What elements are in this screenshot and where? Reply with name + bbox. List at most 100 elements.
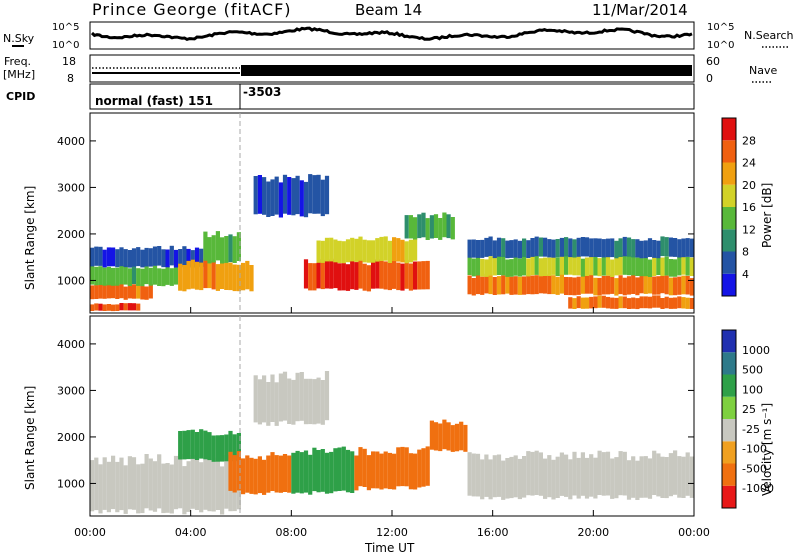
heatmap-cell [622, 255, 627, 275]
heatmap-cell [186, 430, 191, 460]
heatmap-cell [387, 240, 392, 263]
heatmap-cell [488, 459, 493, 500]
heatmap-cell [220, 260, 225, 289]
velocity-colorbar-label: Velocity [m s⁻¹] [760, 403, 774, 496]
heatmap-cell [90, 304, 95, 311]
noise-panel-frame [89, 21, 695, 50]
heatmap-cell [257, 379, 262, 425]
colorbar-tick-label: -100 [742, 443, 767, 456]
heatmap-cell [358, 236, 363, 261]
heatmap-cell [438, 218, 443, 240]
heatmap-cell [551, 275, 556, 295]
frequency-panel-frame [89, 54, 695, 83]
heatmap-cell [622, 277, 627, 296]
freq-tick-bottom: 8 [67, 72, 74, 85]
heatmap-cell [169, 268, 174, 286]
heatmap-cell [379, 259, 384, 289]
heatmap-cell [534, 255, 539, 275]
heatmap-cell [484, 237, 489, 257]
heatmap-cell [584, 237, 590, 257]
heatmap-cell [291, 379, 296, 425]
heatmap-cell [568, 277, 573, 296]
noise-left-tick-bottom: 10^0 [52, 40, 79, 51]
heatmap-cell [530, 256, 535, 276]
heatmap-cell [626, 298, 632, 309]
heatmap-cell [647, 458, 653, 499]
heatmap-cell [194, 457, 200, 510]
heatmap-cell [362, 448, 367, 487]
heatmap-cell [664, 237, 669, 257]
heatmap-cell [442, 212, 447, 238]
heatmap-cell [232, 455, 237, 493]
heatmap-cell [677, 276, 682, 295]
nave-label: Nave [749, 64, 777, 77]
heatmap-cell [337, 240, 342, 263]
heatmap-cell [509, 259, 514, 277]
colorbar-tick-label: -1000 [742, 482, 774, 495]
heatmap-cell [610, 274, 615, 294]
heatmap-cell [610, 238, 615, 258]
heatmap-cell [677, 456, 682, 498]
heatmap-cell [580, 297, 585, 309]
heatmap-cell [98, 284, 103, 299]
heatmap-cell [203, 457, 208, 510]
heatmap-cell [635, 298, 640, 310]
heatmap-cell [90, 460, 95, 512]
heatmap-cell [429, 215, 434, 239]
heatmap-cell [689, 238, 694, 258]
heatmap-cell [333, 448, 338, 492]
heatmap-cell [526, 258, 531, 277]
heatmap-cell [442, 419, 447, 450]
heatmap-cell [572, 256, 577, 276]
beam-title: Beam 14 [355, 1, 422, 19]
heatmap-cell [262, 177, 267, 215]
heatmap-cell [543, 274, 548, 294]
heatmap-cell [614, 297, 619, 309]
heatmap-cell [123, 303, 128, 311]
heatmap-cell [601, 256, 606, 276]
heatmap-cell [115, 249, 120, 268]
heatmap-cell [513, 257, 518, 276]
heatmap-cell [182, 430, 187, 460]
heatmap-cell [639, 273, 644, 294]
heatmap-cell [220, 466, 225, 515]
heatmap-cell [320, 380, 325, 425]
heatmap-cell [131, 248, 137, 267]
heatmap-cell [152, 265, 158, 285]
heatmap-cell [178, 249, 183, 268]
heatmap-cell [211, 435, 216, 462]
heatmap-cell [262, 459, 267, 495]
heatmap-cell [190, 259, 195, 289]
heatmap-cell [589, 256, 594, 276]
heatmap-cell [568, 238, 573, 258]
heatmap-cell [568, 459, 573, 500]
heatmap-cell [522, 456, 527, 498]
heatmap-cell [643, 258, 648, 277]
heatmap-cell [450, 217, 455, 240]
heatmap-cell [593, 277, 598, 296]
freq-tick-top: 18 [62, 55, 76, 68]
heatmap-cell [375, 451, 380, 489]
heatmap-cell [215, 231, 220, 261]
colorbar-segment [722, 463, 736, 486]
heatmap-cell [308, 263, 313, 291]
heatmap-cell [106, 266, 111, 286]
heatmap-cell [668, 297, 673, 309]
heatmap-cell [652, 257, 657, 276]
y-tick-label: 2000 [57, 228, 85, 241]
heatmap-cell [639, 240, 644, 259]
heatmap-cell [387, 262, 392, 291]
heatmap-cell [320, 449, 325, 492]
power-heatmap-cells [90, 174, 694, 312]
heatmap-cell [626, 237, 632, 257]
heatmap-cell [236, 451, 241, 491]
colorbar-tick-label: 24 [742, 157, 756, 170]
heatmap-cell [308, 378, 313, 425]
x-tick-label: 20:00 [577, 526, 609, 539]
heatmap-cell [90, 285, 95, 300]
heatmap-cell [421, 448, 426, 487]
heatmap-cell [467, 452, 472, 496]
heatmap-cell [459, 421, 464, 451]
heatmap-cell [505, 259, 510, 277]
heatmap-cell [329, 237, 334, 262]
